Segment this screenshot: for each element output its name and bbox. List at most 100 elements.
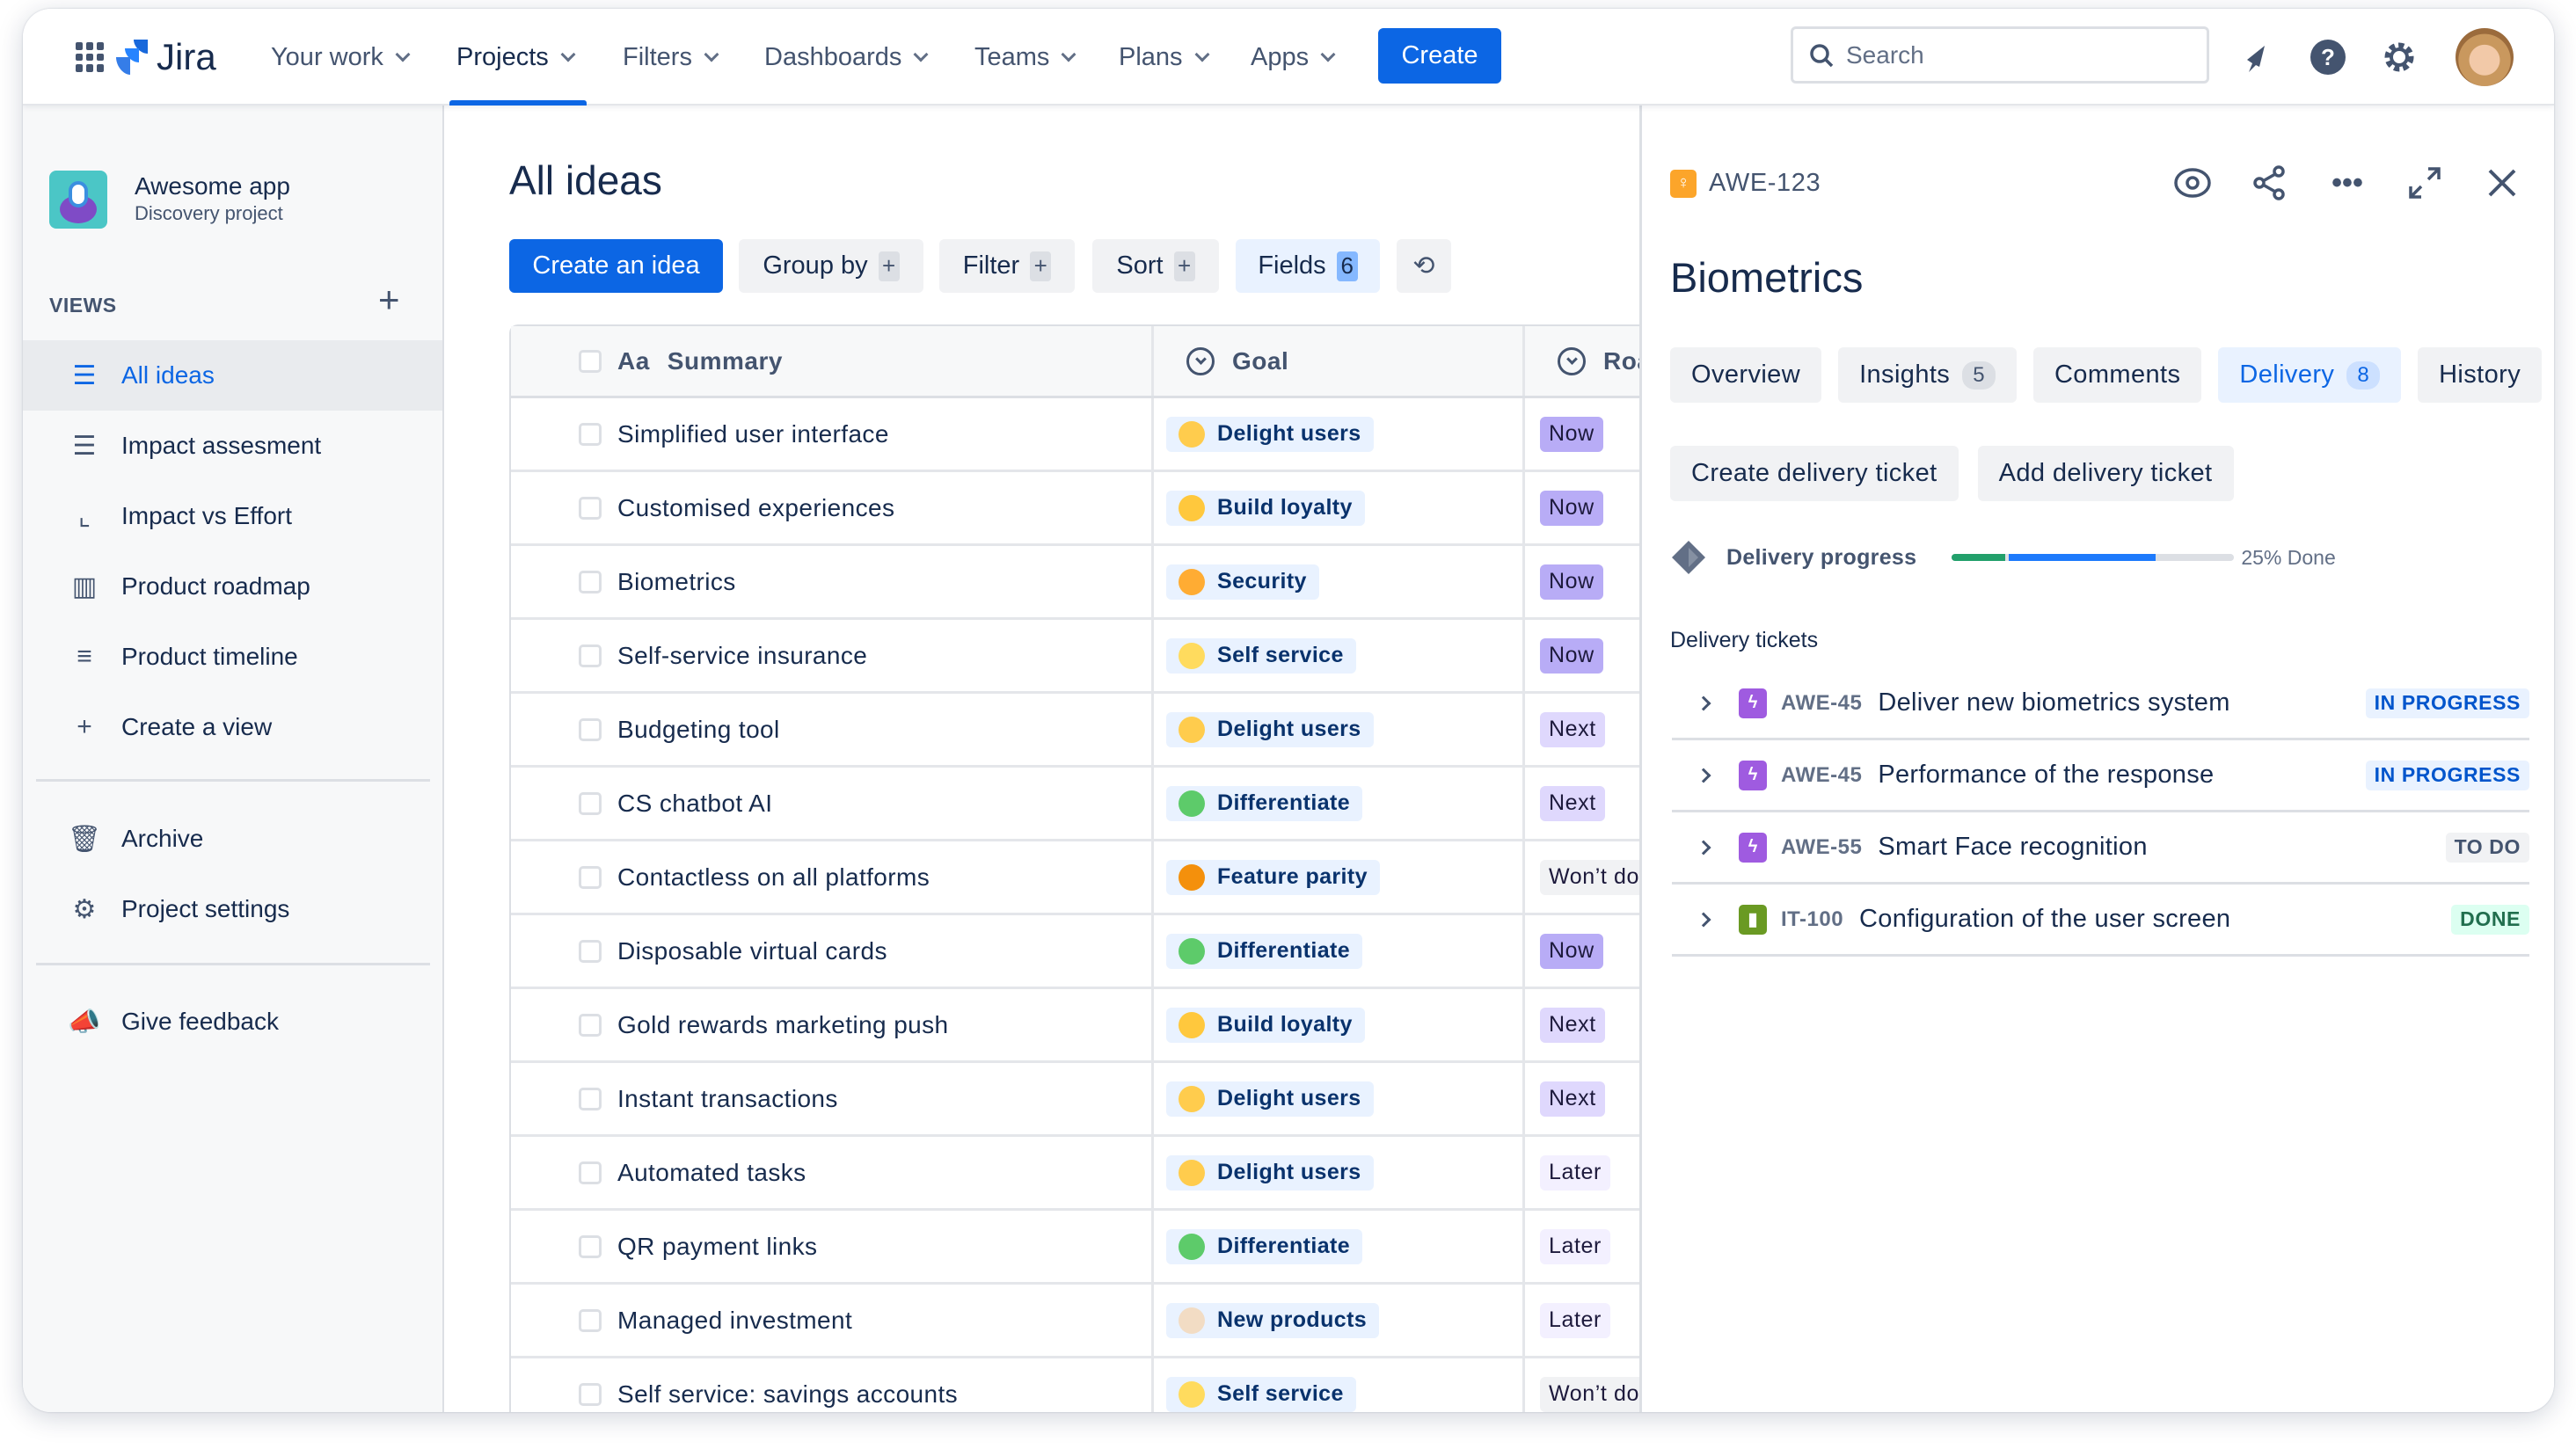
nav-plans[interactable]: Plans: [1119, 9, 1210, 106]
goal-cell[interactable]: Build loyalty: [1166, 472, 1365, 543]
row-checkbox[interactable]: [579, 865, 602, 889]
delivery-ticket-row[interactable]: ϟ AWE-55 Smart Face recognition TO DO: [1672, 812, 2529, 885]
table-row[interactable]: Biometrics Security Now: [511, 546, 1639, 620]
idea-key[interactable]: ♀ AWE-123: [1670, 169, 1821, 198]
summary-cell[interactable]: Budgeting tool: [617, 694, 780, 765]
row-checkbox[interactable]: [579, 422, 602, 446]
give-feedback-link[interactable]: 📣 Give feedback: [23, 987, 442, 1057]
ticket-status-badge[interactable]: IN PROGRESS: [2365, 760, 2529, 790]
row-checkbox[interactable]: [579, 496, 602, 520]
create-button[interactable]: Create: [1378, 28, 1501, 84]
select-all-checkbox[interactable]: [579, 349, 602, 373]
row-checkbox[interactable]: [579, 1382, 602, 1406]
summary-cell[interactable]: Customised experiences: [617, 472, 894, 543]
roadmap-cell[interactable]: Now: [1540, 915, 1603, 987]
nav-dashboards[interactable]: Dashboards: [764, 9, 929, 106]
goal-cell[interactable]: Delight users: [1166, 694, 1374, 765]
goal-cell[interactable]: Delight users: [1166, 398, 1374, 470]
nav-apps[interactable]: Apps: [1251, 9, 1336, 106]
goal-cell[interactable]: Delight users: [1166, 1063, 1374, 1134]
row-checkbox[interactable]: [579, 1013, 602, 1037]
delivery-ticket-row[interactable]: ϟ AWE-45 Performance of the response IN PRO…: [1672, 740, 2529, 812]
sidebar-item-impact-assesment[interactable]: ☰ Impact assesment: [23, 411, 442, 481]
chevron-right-icon[interactable]: [1696, 912, 1711, 927]
ticket-title[interactable]: Configuration of the user screen: [1859, 905, 2231, 933]
sidebar-item-archive[interactable]: 🗑 Archive: [23, 804, 442, 874]
ticket-key[interactable]: AWE-45: [1781, 762, 1863, 787]
ticket-title[interactable]: Performance of the response: [1878, 761, 2215, 789]
column-roadmap[interactable]: Roadm: [1558, 326, 1639, 396]
create-idea-button[interactable]: Create an idea: [509, 239, 723, 293]
row-checkbox[interactable]: [579, 1234, 602, 1258]
close-icon[interactable]: [2483, 164, 2521, 202]
ticket-title[interactable]: Smart Face recognition: [1878, 833, 2148, 861]
roadmap-cell[interactable]: Later: [1540, 1285, 1610, 1356]
avatar[interactable]: [2456, 28, 2514, 86]
row-checkbox[interactable]: [579, 1161, 602, 1184]
add-view-button[interactable]: +: [378, 279, 400, 320]
sidebar-item-create-view[interactable]: + Create a view: [23, 692, 442, 762]
row-checkbox[interactable]: [579, 939, 602, 963]
ticket-key[interactable]: IT-100: [1781, 907, 1844, 931]
column-summary[interactable]: Aa Summary: [617, 326, 783, 396]
goal-cell[interactable]: Security: [1166, 546, 1319, 617]
table-row[interactable]: Self service: savings accounts Self servi…: [511, 1358, 1639, 1412]
sidebar-item-impact-vs-effort[interactable]: ⌞ Impact vs Effort: [23, 481, 442, 551]
goal-cell[interactable]: Feature parity: [1166, 841, 1380, 913]
summary-cell[interactable]: Disposable virtual cards: [617, 915, 887, 987]
auto-refresh-button[interactable]: ⟲: [1397, 239, 1451, 293]
chevron-right-icon[interactable]: [1696, 840, 1711, 855]
summary-cell[interactable]: CS chatbot AI: [617, 768, 772, 839]
row-checkbox[interactable]: [579, 791, 602, 815]
summary-cell[interactable]: Gold rewards marketing push: [617, 989, 949, 1060]
roadmap-cell[interactable]: Won’t do: [1540, 841, 1639, 913]
filter-button[interactable]: Filter +: [939, 239, 1075, 293]
row-checkbox[interactable]: [579, 1308, 602, 1332]
roadmap-cell[interactable]: Next: [1540, 989, 1605, 1060]
roadmap-cell[interactable]: Won’t do: [1540, 1358, 1639, 1412]
roadmap-cell[interactable]: Now: [1540, 620, 1603, 691]
tab-history[interactable]: History: [2418, 347, 2543, 403]
goal-cell[interactable]: Self service: [1166, 620, 1356, 691]
table-row[interactable]: Instant transactions Delight users Next: [511, 1063, 1639, 1137]
tab-overview[interactable]: Overview: [1670, 347, 1822, 403]
tab-insights[interactable]: Insights 5: [1838, 347, 2017, 403]
row-checkbox[interactable]: [579, 1087, 602, 1110]
roadmap-cell[interactable]: Now: [1540, 472, 1603, 543]
delivery-ticket-row[interactable]: ▮ IT-100 Configuration of the user screen D…: [1672, 885, 2529, 957]
group-by-button[interactable]: Group by +: [739, 239, 923, 293]
summary-cell[interactable]: Managed investment: [617, 1285, 852, 1356]
ticket-title[interactable]: Deliver new biometrics system: [1878, 688, 2230, 717]
table-row[interactable]: Simplified user interface Delight users No…: [511, 398, 1639, 472]
row-checkbox[interactable]: [579, 644, 602, 667]
goal-cell[interactable]: Differentiate: [1166, 768, 1363, 839]
summary-cell[interactable]: Self service: savings accounts: [617, 1358, 958, 1412]
create-delivery-ticket-button[interactable]: Create delivery ticket: [1670, 446, 1959, 501]
goal-cell[interactable]: Differentiate: [1166, 915, 1363, 987]
row-checkbox[interactable]: [579, 570, 602, 593]
add-delivery-ticket-button[interactable]: Add delivery ticket: [1977, 446, 2234, 501]
goal-cell[interactable]: Delight users: [1166, 1137, 1374, 1208]
sort-button[interactable]: Sort +: [1092, 239, 1219, 293]
more-options-icon[interactable]: •••: [2332, 165, 2363, 200]
ticket-key[interactable]: AWE-55: [1781, 834, 1863, 859]
app-switcher-icon[interactable]: [76, 42, 106, 72]
roadmap-cell[interactable]: Now: [1540, 546, 1603, 617]
sidebar-item-all-ideas[interactable]: ☰ All ideas: [23, 340, 442, 411]
summary-cell[interactable]: QR payment links: [617, 1211, 817, 1282]
nav-filters[interactable]: Filters: [623, 9, 719, 106]
settings-icon[interactable]: [2380, 38, 2419, 76]
ticket-status-badge[interactable]: DONE: [2451, 904, 2529, 935]
row-checkbox[interactable]: [579, 717, 602, 741]
jira-logo[interactable]: Jira: [114, 35, 216, 79]
expand-icon[interactable]: [2405, 164, 2444, 202]
delivery-ticket-row[interactable]: ϟ AWE-45 Deliver new biometrics system IN P…: [1672, 668, 2529, 740]
nav-your-work[interactable]: Your work: [271, 9, 411, 106]
sidebar-item-product-timeline[interactable]: ≡ Product timeline: [23, 622, 442, 692]
share-icon[interactable]: [2251, 164, 2289, 202]
table-row[interactable]: CS chatbot AI Differentiate Next: [511, 768, 1639, 841]
nav-projects[interactable]: Projects: [456, 9, 576, 106]
tab-comments[interactable]: Comments: [2032, 347, 2202, 403]
fields-button[interactable]: Fields 6: [1236, 239, 1380, 293]
column-goal[interactable]: Goal: [1186, 326, 1288, 396]
